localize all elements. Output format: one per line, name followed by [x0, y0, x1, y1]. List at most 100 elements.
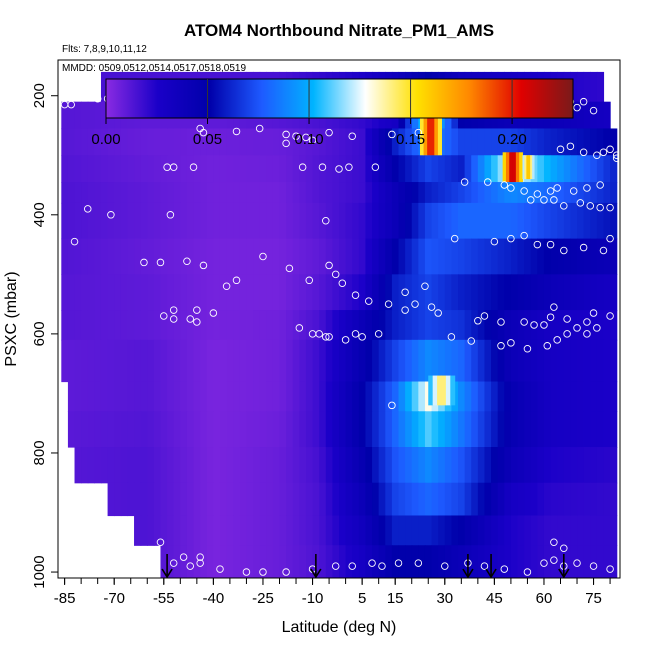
sample-point — [523, 568, 532, 576]
field-cell — [358, 482, 367, 517]
field-cell — [365, 274, 373, 311]
field-cell — [497, 155, 505, 183]
hotspot-cell — [515, 152, 520, 183]
field-cell — [114, 482, 122, 517]
field-cell — [510, 339, 519, 383]
field-cell — [497, 339, 505, 383]
field-cell — [438, 339, 446, 383]
field-cell — [87, 238, 95, 275]
field-cell — [233, 515, 241, 546]
field-cell — [530, 202, 538, 240]
field-cell — [484, 155, 492, 183]
field-cell — [537, 182, 545, 204]
field-cell — [134, 155, 142, 183]
field-cell — [577, 381, 585, 412]
field-cell — [94, 155, 102, 183]
field-cell — [266, 411, 274, 448]
field-cell — [100, 447, 109, 484]
field-cell — [411, 128, 419, 156]
field-cell — [134, 447, 142, 484]
field-cell — [345, 238, 353, 275]
field-cell — [173, 310, 181, 341]
sample-point — [556, 145, 565, 154]
field-cell — [603, 515, 611, 546]
field-cell — [431, 545, 439, 578]
field-cell — [583, 447, 591, 484]
field-cell — [510, 411, 519, 448]
sample-point — [507, 184, 515, 192]
sample-point — [566, 142, 575, 151]
field-cell — [378, 515, 386, 546]
field-cell — [590, 238, 598, 275]
field-cell — [378, 155, 386, 183]
field-cell — [246, 274, 254, 311]
field-cell — [451, 128, 459, 156]
field-cell — [213, 202, 221, 240]
field-cell — [431, 515, 439, 546]
field-cell — [464, 274, 472, 311]
field-cell — [477, 339, 486, 383]
field-cell — [378, 447, 386, 484]
field-cell — [590, 310, 598, 341]
field-cell — [524, 339, 532, 383]
field-cell — [557, 339, 565, 383]
field-cell — [378, 339, 386, 383]
field-cell — [543, 202, 552, 240]
field-cell — [391, 274, 400, 311]
field-cell — [286, 411, 294, 448]
field-cell — [477, 411, 486, 448]
field-cell — [160, 128, 168, 156]
field-cell — [180, 515, 188, 546]
field-cell — [61, 101, 69, 130]
field-cell — [272, 310, 281, 341]
field-cell — [87, 447, 95, 484]
field-cell — [610, 447, 618, 484]
field-cell — [464, 202, 472, 240]
field-cell — [286, 155, 294, 183]
sample-point — [579, 97, 588, 106]
flight-arrowhead — [462, 568, 474, 579]
sample-point — [480, 312, 489, 320]
field-cell — [424, 482, 433, 517]
field-cell — [365, 381, 373, 412]
hotspot-cell — [441, 375, 447, 406]
sample-point — [533, 190, 542, 198]
field-cell — [319, 482, 327, 517]
field-cell — [590, 101, 598, 130]
field-cell — [206, 128, 214, 156]
sample-point — [589, 562, 598, 570]
field-cell — [253, 128, 261, 156]
field-cell — [596, 274, 605, 311]
field-cell — [332, 447, 340, 484]
field-cell — [345, 128, 353, 156]
field-cell — [253, 381, 261, 412]
colorbar-tick-label: 0.20 — [497, 131, 526, 148]
field-cell — [339, 411, 347, 448]
field-cell — [239, 482, 248, 517]
field-cell — [563, 128, 572, 156]
y-axis: 200 400 600 800 1000 — [31, 83, 58, 589]
field-cell — [537, 515, 545, 546]
field-cell — [484, 202, 492, 240]
field-cell — [272, 238, 281, 275]
field-cell — [286, 182, 294, 204]
field-cell — [120, 339, 129, 383]
field-cell — [114, 182, 122, 204]
field-cell — [339, 447, 347, 484]
field-cell — [219, 202, 228, 240]
field-cell — [286, 238, 294, 275]
field-cell — [358, 447, 367, 484]
sample-point — [540, 321, 548, 329]
field-cell — [67, 381, 76, 412]
field-cell — [100, 411, 109, 448]
field-cell — [570, 155, 578, 183]
field-cell — [570, 71, 578, 103]
field-cell — [517, 515, 525, 546]
field-cell — [219, 238, 228, 275]
field-cell — [590, 128, 598, 156]
sample-point — [325, 333, 333, 341]
field-cell — [173, 202, 181, 240]
field-cell — [186, 381, 195, 412]
field-cell — [339, 310, 347, 341]
hotspot-cell — [427, 110, 432, 156]
